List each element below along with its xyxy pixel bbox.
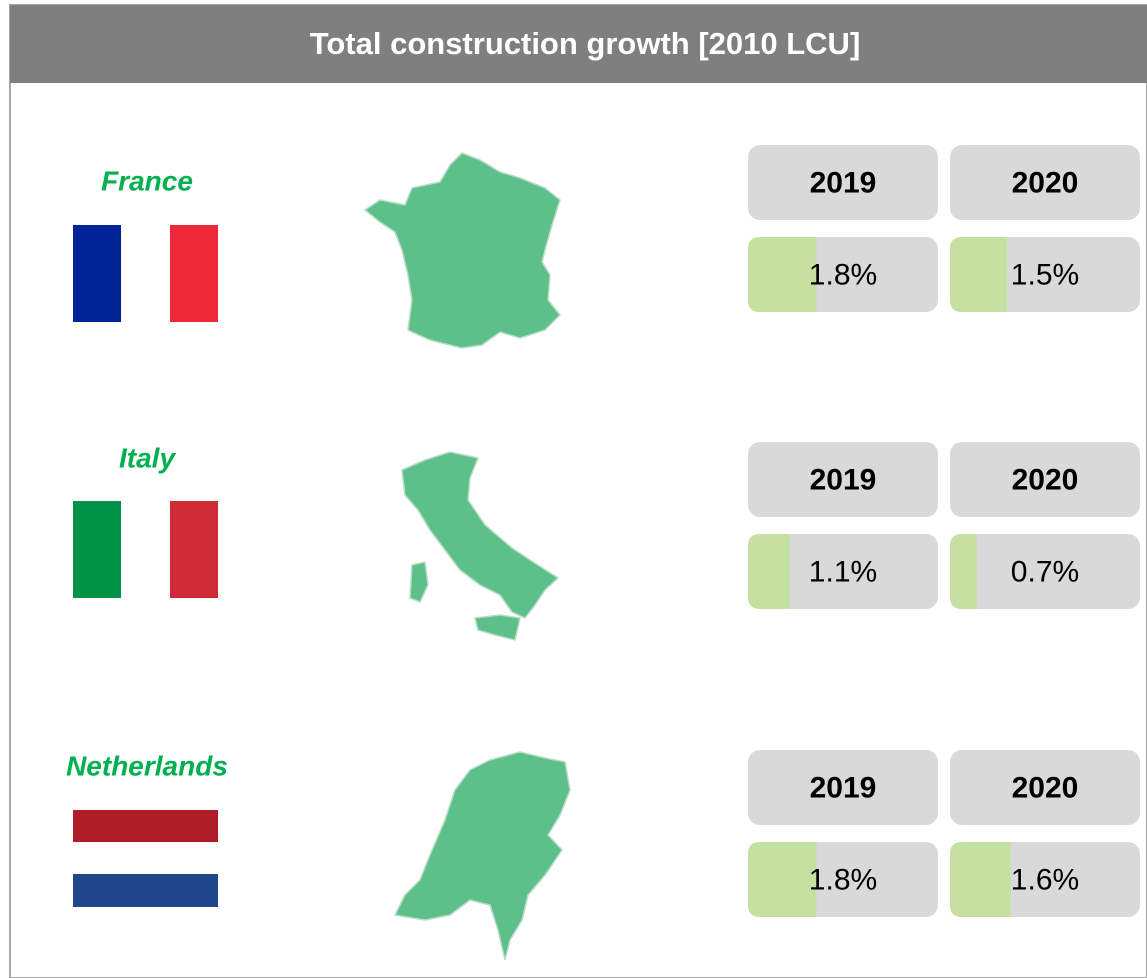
value-box [950,534,1140,609]
year-label: 2019 [810,771,877,804]
map-netherlands [393,751,571,961]
flag-france [73,225,218,322]
year-label: 2019 [810,463,877,496]
value-bar [950,237,1007,312]
flag-netherlands [73,810,218,907]
year-box [748,145,938,220]
year-box [950,442,1140,517]
year-box [748,442,938,517]
country-name: France [101,165,193,196]
value-label: 0.7% [1011,555,1079,588]
country-name: Netherlands [66,750,228,781]
year-label: 2020 [1012,463,1079,496]
flag-italy [73,501,218,598]
year-box [950,145,1140,220]
value-box [748,534,938,609]
value-bar [950,842,1011,917]
value-bar [748,842,817,917]
country-name: Italy [119,442,176,473]
value-bar [748,237,817,312]
value-bar [950,534,977,609]
value-bar [748,534,790,609]
header-bar [10,5,1147,83]
title: Total construction growth [2010 LCU] [310,26,861,61]
year-label: 2020 [1012,166,1079,199]
map-france [363,152,562,349]
year-box [950,750,1140,825]
year-box [748,750,938,825]
value-label: 1.1% [809,555,877,588]
year-label: 2019 [810,166,877,199]
value-label: 1.5% [1011,258,1079,291]
year-label: 2020 [1012,771,1079,804]
map-italy [401,451,560,641]
value-label: 1.8% [809,258,877,291]
value-label: 1.8% [809,863,877,896]
rows: France 2019 1.8% 2020 1.5% Italy 2019 1.1% 2020 0… [66,145,1140,917]
value-label: 1.6% [1011,863,1079,896]
